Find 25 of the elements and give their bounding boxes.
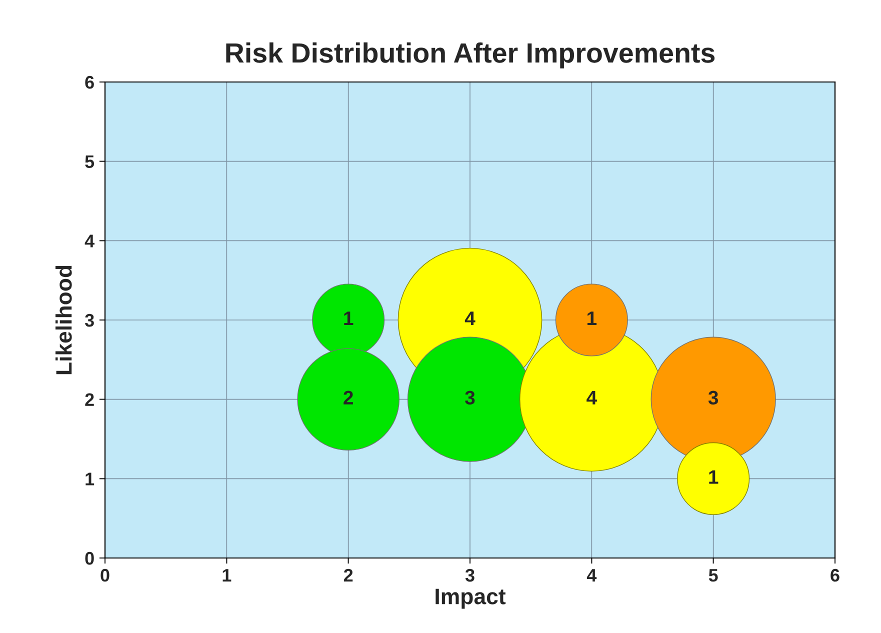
y-tick-label: 6 (85, 76, 94, 89)
y-tick-label: 1 (86, 472, 94, 486)
annotation: 4 (586, 390, 597, 404)
y-tick-label: 4 (84, 234, 94, 248)
x-tick-label: 3 (465, 568, 474, 582)
x-tick-label: 1 (222, 569, 232, 582)
y-tick-label: 0 (85, 552, 94, 565)
annotation: 3 (465, 390, 475, 405)
chart-title: Risk Distribution After Improvements (226, 42, 715, 68)
annotation: 1 (709, 470, 718, 484)
annotation: 3 (708, 390, 718, 405)
x-tick-label: 5 (708, 569, 718, 582)
x-tick-label: 4 (586, 569, 597, 582)
y-tick-label: 2 (85, 393, 94, 406)
y-axis-title: Likelihood (55, 266, 72, 374)
x-tick-label: 2 (344, 568, 353, 582)
annotation: 4 (464, 312, 476, 326)
x-axis-title: Impact (436, 588, 506, 609)
annotation: 1 (344, 312, 354, 326)
annotation: 1 (587, 312, 597, 326)
y-tick-label: 5 (85, 155, 94, 168)
x-tick-label: 6 (830, 568, 840, 582)
annotation: 2 (344, 390, 353, 404)
x-tick-label: 0 (100, 568, 110, 582)
y-tick-label: 3 (84, 314, 94, 327)
